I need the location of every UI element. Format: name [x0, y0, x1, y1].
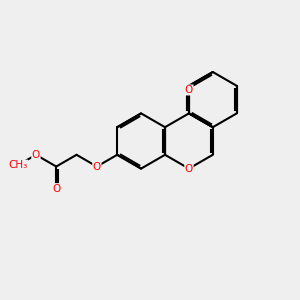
- Text: O: O: [32, 150, 40, 160]
- Text: CH₃: CH₃: [8, 160, 28, 170]
- Text: O: O: [185, 85, 193, 95]
- Text: O: O: [52, 184, 60, 194]
- Text: O: O: [93, 161, 101, 172]
- Text: O: O: [185, 164, 193, 174]
